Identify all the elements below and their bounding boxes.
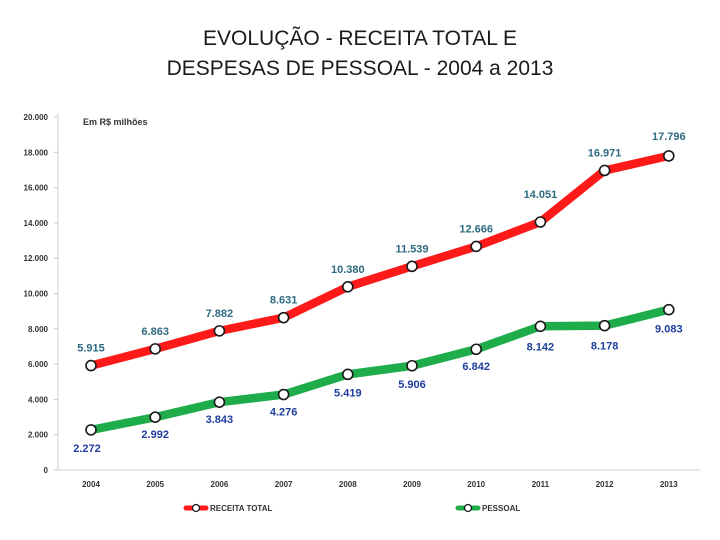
y-tick-label: 0 — [44, 466, 49, 475]
x-tick-label: 2006 — [211, 480, 229, 489]
unit-annotation: Em R$ milhões — [83, 117, 148, 127]
data-label: 7.882 — [206, 308, 234, 320]
data-point-marker — [85, 359, 97, 372]
title-line-2: DESPESAS DE PESSOAL - 2004 a 2013 — [166, 57, 554, 80]
data-point-marker — [534, 216, 547, 228]
data-point-marker — [662, 150, 675, 162]
data-point-marker — [85, 424, 97, 436]
x-tick-label: 2013 — [660, 480, 678, 489]
data-label: 6.863 — [141, 326, 169, 338]
data-label: 16.971 — [588, 147, 622, 159]
y-tick-label: 20.000 — [24, 113, 49, 122]
slide-title: EVOLUÇÃO - RECEITA TOTAL E DESPESAS DE P… — [0, 24, 720, 84]
data-label: 8.142 — [527, 341, 555, 353]
data-label: 5.419 — [334, 387, 362, 399]
x-tick-label: 2008 — [339, 480, 357, 489]
data-label: 17.796 — [652, 131, 686, 143]
data-point-marker — [534, 320, 547, 333]
legend-swatch-marker — [191, 503, 201, 513]
data-point-marker — [341, 368, 354, 381]
data-point-marker — [341, 280, 354, 293]
data-label: 9.083 — [655, 324, 683, 336]
data-label: 11.539 — [395, 243, 428, 255]
data-label: 3.843 — [206, 414, 234, 426]
data-point-marker — [213, 396, 226, 408]
data-label: 2.272 — [73, 443, 101, 455]
data-point-marker — [277, 311, 290, 324]
data-label: 8.631 — [270, 295, 298, 307]
data-point-marker — [277, 388, 290, 401]
data-point-marker — [598, 319, 611, 332]
legend-label: PESSOAL — [482, 504, 520, 513]
data-point-marker — [406, 260, 418, 273]
series-line-receita-total — [86, 151, 674, 370]
y-tick-label: 2.000 — [28, 431, 49, 440]
data-label: 6.842 — [462, 361, 490, 373]
data-label: 4.276 — [270, 407, 298, 419]
data-point-marker — [470, 240, 483, 253]
x-tick-label: 2009 — [403, 480, 421, 489]
data-label: 5.906 — [398, 379, 426, 391]
data-label: 12.666 — [459, 223, 493, 235]
y-tick-label: 4.000 — [28, 395, 49, 404]
data-point-marker — [149, 343, 161, 355]
y-tick-label: 10.000 — [24, 290, 49, 299]
data-point-marker — [213, 325, 226, 337]
data-point-marker — [406, 359, 418, 372]
data-point-marker — [470, 343, 483, 356]
data-point-marker — [149, 411, 161, 423]
y-tick-label: 16.000 — [24, 184, 49, 193]
title-line-1: EVOLUÇÃO - RECEITA TOTAL E — [203, 27, 517, 50]
x-tick-label: 2004 — [82, 480, 100, 489]
data-label: 10.380 — [331, 264, 365, 276]
legend-swatch-marker — [463, 503, 473, 513]
data-label: 14.051 — [524, 189, 558, 201]
data-point-marker — [598, 164, 611, 177]
data-label: 5.915 — [77, 343, 105, 355]
data-label: 8.178 — [591, 341, 619, 353]
y-tick-label: 18.000 — [24, 148, 49, 157]
x-tick-label: 2012 — [596, 480, 614, 489]
y-tick-label: 14.000 — [24, 219, 49, 228]
y-tick-label: 6.000 — [28, 360, 49, 369]
data-point-marker — [662, 303, 675, 316]
y-tick-label: 8.000 — [28, 325, 49, 334]
series-line-pessoal — [86, 305, 674, 435]
data-label: 2.992 — [141, 429, 169, 441]
x-tick-label: 2010 — [467, 480, 485, 489]
y-tick-label: 12.000 — [24, 254, 49, 263]
x-tick-label: 2007 — [275, 480, 293, 489]
x-tick-label: 2011 — [532, 480, 550, 489]
x-tick-label: 2005 — [146, 480, 164, 489]
legend-label: RECEITA TOTAL — [210, 504, 272, 513]
